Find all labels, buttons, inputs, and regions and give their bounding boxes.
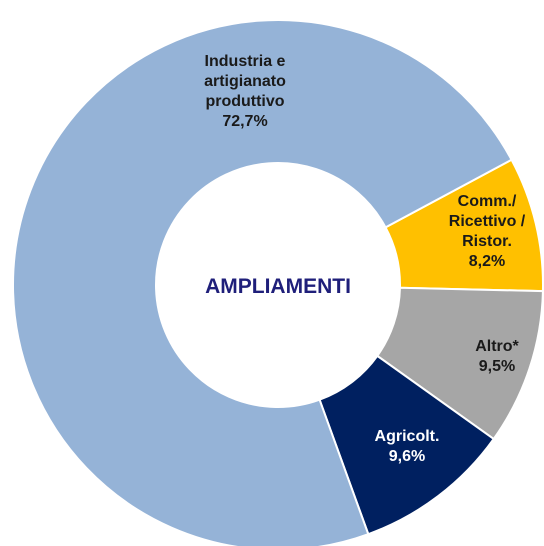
- category-label: Comm./ Ricettivo / Ristor.: [448, 193, 526, 250]
- center-text: AMPLIAMENTI: [205, 275, 351, 298]
- value-label: 9,6%: [388, 448, 426, 465]
- category-label: Agricolt.: [374, 428, 440, 445]
- slice: [12, 19, 513, 546]
- data-label: Comm./ Ricettivo / Ristor. 8,2%: [427, 192, 544, 272]
- category-label: Industria e artigianato produttivo: [204, 53, 286, 110]
- category-label: Altro*: [475, 338, 519, 355]
- value-label: 72,7%: [222, 113, 268, 130]
- value-label: 9,5%: [478, 358, 516, 375]
- value-label: 8,2%: [468, 253, 506, 270]
- data-label: Altro* 9,5%: [457, 337, 537, 377]
- data-label: Agricolt. 9,6%: [357, 427, 457, 467]
- data-label: Industria e artigianato produttivo 72,7%: [175, 52, 315, 132]
